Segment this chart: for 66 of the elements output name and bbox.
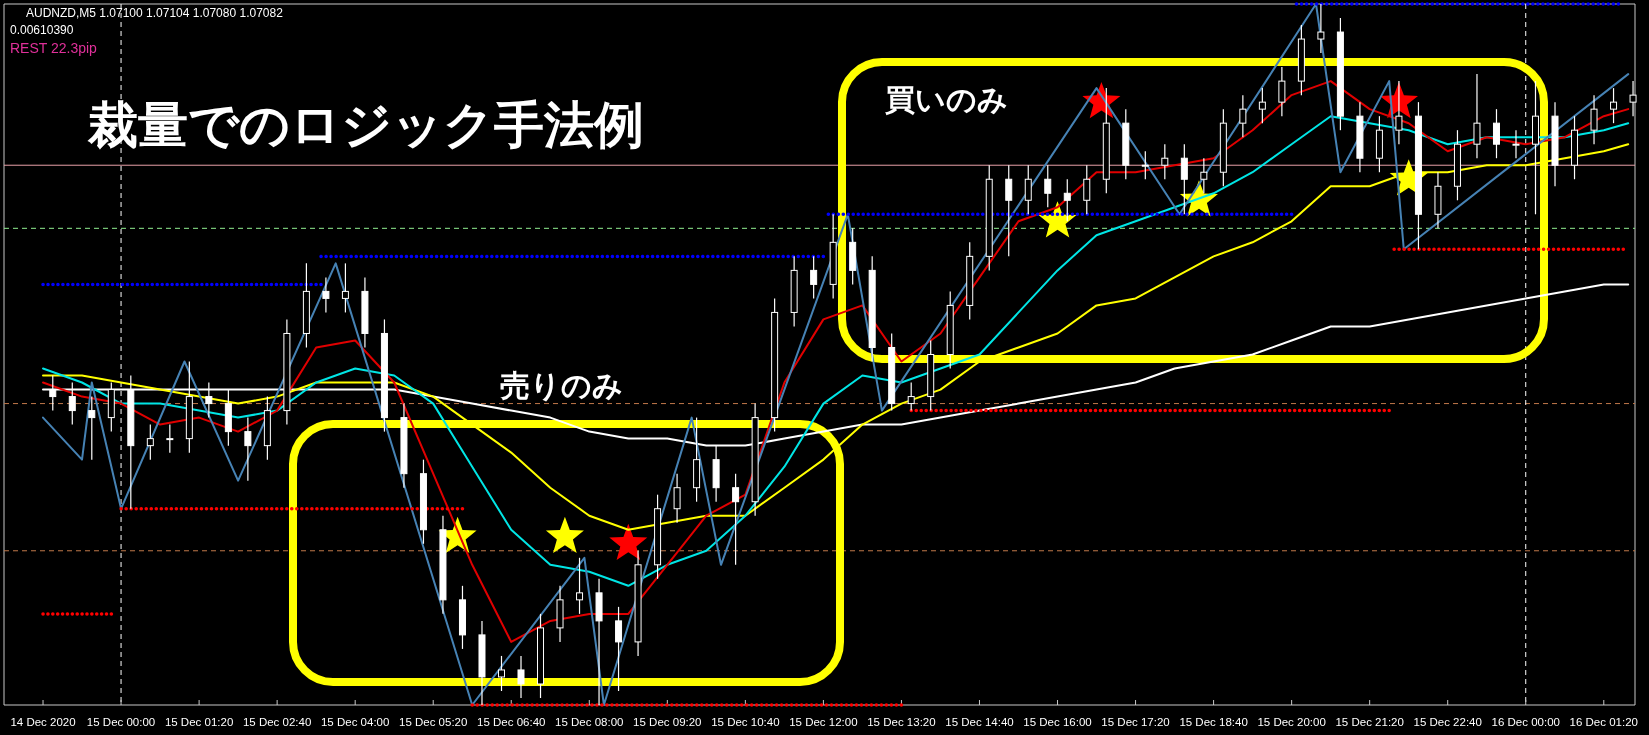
x-tick-label: 15 Dec 05:20 xyxy=(399,716,468,728)
candlestick xyxy=(576,557,584,615)
x-tick-label: 15 Dec 12:00 xyxy=(789,716,858,728)
candlestick xyxy=(1044,164,1052,208)
candlestick xyxy=(1005,164,1013,257)
candlestick xyxy=(49,374,57,412)
point xyxy=(545,516,584,553)
candlestick xyxy=(1317,3,1325,54)
candlestick xyxy=(1278,66,1286,117)
x-tick-label: 15 Dec 20:00 xyxy=(1257,716,1326,728)
candlestick xyxy=(673,473,681,524)
candlestick xyxy=(1239,94,1247,138)
x-tick-label: 15 Dec 18:40 xyxy=(1179,716,1248,728)
candlestick xyxy=(146,424,154,461)
candlestick xyxy=(732,473,740,566)
candlestick xyxy=(1063,178,1071,222)
candlestick xyxy=(1610,87,1618,124)
x-tick-label: 15 Dec 21:20 xyxy=(1335,716,1404,728)
annotation: 買いのみ xyxy=(885,83,1008,116)
candlestick xyxy=(1024,164,1032,215)
candlestick xyxy=(1180,143,1188,215)
candlestick xyxy=(810,255,818,300)
x-tick-label: 15 Dec 10:40 xyxy=(711,716,780,728)
candlestick xyxy=(1629,80,1637,117)
candlestick xyxy=(615,606,623,692)
x-tick-label: 15 Dec 14:40 xyxy=(945,716,1014,728)
x-tick-label: 15 Dec 02:40 xyxy=(242,716,312,728)
x-tick-label: 15 Dec 06:40 xyxy=(477,716,546,728)
candlestick xyxy=(907,381,915,412)
x-tick-label: 14 Dec 2020 xyxy=(10,716,76,728)
candlestick xyxy=(497,655,505,692)
candlestick xyxy=(517,655,525,699)
candlestick xyxy=(1512,129,1520,159)
annotation: 0.00610390 xyxy=(10,23,74,37)
x-tick-label: 15 Dec 09:20 xyxy=(633,716,702,728)
x-tick-label: 16 Dec 01:20 xyxy=(1569,716,1638,728)
candlestick xyxy=(1200,157,1208,194)
x-tick-label: 15 Dec 17:20 xyxy=(1101,716,1170,728)
candlestick xyxy=(1258,87,1266,124)
x-tick-label: 15 Dec 01:20 xyxy=(164,716,234,728)
candlestick xyxy=(322,276,330,314)
x-tick-label: 15 Dec 08:00 xyxy=(555,716,624,728)
candlestick xyxy=(1492,108,1500,159)
candlestick xyxy=(1141,150,1149,180)
x-tick-label: 15 Dec 16:00 xyxy=(1023,716,1092,728)
annotation: AUDNZD,M5 1.07100 1.07104 1.07080 1.07082 xyxy=(26,6,283,20)
candlestick xyxy=(1161,143,1169,180)
candlestick xyxy=(1395,80,1403,145)
candlestick xyxy=(244,416,252,482)
candlestick xyxy=(1590,94,1598,145)
title: 裁量でのロジック手法例 xyxy=(88,97,644,153)
annotation: REST 22.3pip xyxy=(10,40,97,56)
x-tick-label: 15 Dec 22:40 xyxy=(1413,716,1482,728)
candlestick xyxy=(68,381,76,426)
x-tick-label: 16 Dec 00:00 xyxy=(1491,716,1560,728)
candlestick xyxy=(166,424,174,454)
annotation: 売りのみ xyxy=(500,369,623,402)
x-tick-label: 15 Dec 13:20 xyxy=(867,716,936,728)
candlestick xyxy=(205,381,213,419)
x-tick-label: 15 Dec 04:00 xyxy=(320,716,390,728)
point xyxy=(609,523,648,560)
candlestick xyxy=(341,262,349,314)
candlestick xyxy=(88,395,96,461)
x-tick-label: 15 Dec 00:00 xyxy=(86,716,156,728)
candlestick xyxy=(1473,73,1481,159)
candlestick xyxy=(1083,164,1091,215)
